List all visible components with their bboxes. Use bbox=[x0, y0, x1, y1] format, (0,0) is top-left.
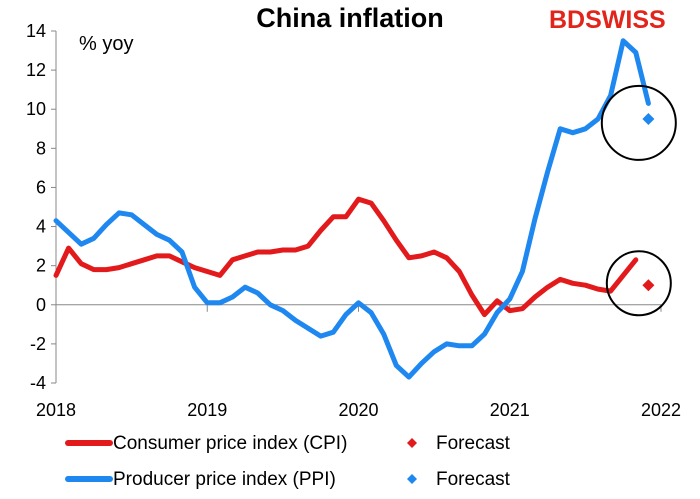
legend-label-ppi: Producer price index (PPI) bbox=[113, 469, 336, 490]
x-tick-label: 2022 bbox=[641, 400, 681, 420]
y-tick-label: -4 bbox=[30, 373, 46, 393]
x-tick-label: 2021 bbox=[490, 400, 530, 420]
legend-label-ppi-forecast: Forecast bbox=[436, 469, 510, 490]
series-layer bbox=[53, 38, 651, 380]
bdswiss-logo: BDSWISS bbox=[549, 6, 666, 35]
y-tick-label: 4 bbox=[36, 217, 46, 237]
cpi-forecast-circle bbox=[605, 250, 672, 317]
y-tick-label: 2 bbox=[36, 256, 46, 276]
x-tick-label: 2018 bbox=[36, 400, 76, 420]
ppi-forecast-circle bbox=[600, 84, 677, 161]
axes: -4 -2 0 2 4 6 8 10 12 14 2018 2019 2020 2021 2022 bbox=[26, 21, 681, 420]
x-tick-label: 2020 bbox=[338, 400, 378, 420]
y-axis-unit-label: % yoy bbox=[79, 33, 134, 55]
legend-swatch-ppi-forecast bbox=[407, 474, 417, 484]
logo-bd: BD bbox=[549, 6, 586, 34]
legend-swatch-cpi-forecast bbox=[407, 438, 417, 448]
legend-label-cpi-forecast: Forecast bbox=[436, 433, 510, 454]
ppi-forecast-marker bbox=[642, 113, 655, 125]
cpi-series-line bbox=[53, 196, 639, 318]
y-tick-label: 14 bbox=[26, 21, 46, 41]
legend-layer bbox=[65, 438, 417, 484]
chart-title: China inflation bbox=[256, 3, 444, 33]
legend-label-cpi: Consumer price index (CPI) bbox=[113, 433, 348, 454]
x-tick-label: 2019 bbox=[187, 400, 227, 420]
logo-swiss: SWISS bbox=[585, 6, 666, 34]
y-tick-label: 6 bbox=[36, 177, 46, 197]
ppi-series-line bbox=[53, 38, 651, 380]
forecast-layer bbox=[642, 113, 655, 292]
cpi-forecast-marker bbox=[642, 279, 655, 292]
y-tick-label: 12 bbox=[26, 60, 46, 80]
y-tick-label: 8 bbox=[36, 138, 46, 158]
y-tick-label: 0 bbox=[36, 295, 46, 315]
y-tick-label: 10 bbox=[26, 99, 46, 119]
y-tick-label: -2 bbox=[30, 334, 46, 354]
annotation-layer bbox=[600, 84, 677, 317]
